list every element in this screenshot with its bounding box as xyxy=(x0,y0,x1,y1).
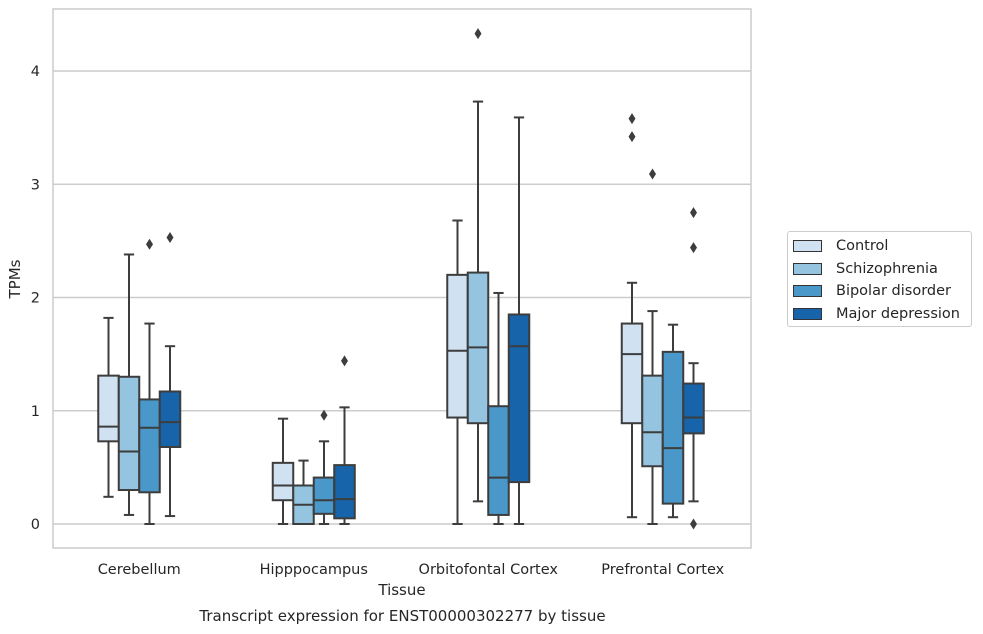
y-axis-label: TPMs xyxy=(6,259,24,299)
box-iqr xyxy=(507,313,531,484)
box-iqr xyxy=(117,375,141,492)
x-tick-label: Prefrontal Cortex xyxy=(601,562,724,578)
boxes-layer xyxy=(97,28,705,530)
box-iqr xyxy=(138,398,161,494)
x-tick-label: Hipppocampus xyxy=(260,562,368,578)
box-3-1 xyxy=(333,355,356,525)
box-0-0 xyxy=(97,316,120,498)
box-iqr xyxy=(487,405,510,516)
figure-caption: Transcript expression for ENST0000030227… xyxy=(199,607,606,625)
box-iqr xyxy=(446,273,469,419)
y-tick-label: 3 xyxy=(31,177,40,193)
y-tick-label: 2 xyxy=(31,291,40,307)
x-axis-ticks: Cerebellum Hipppocampus Orbitofontal Corte… xyxy=(98,562,725,578)
box-iqr xyxy=(271,461,295,502)
y-tick-label: 0 xyxy=(31,517,40,533)
outlier-point xyxy=(690,518,697,530)
box-1-2 xyxy=(466,28,490,503)
legend-item: Bipolar disorder xyxy=(793,280,971,303)
box-0-1 xyxy=(271,417,295,525)
legend-swatch xyxy=(793,262,822,275)
x-axis-label: Tissue xyxy=(377,581,425,599)
legend-label: Schizophrenia xyxy=(836,260,938,277)
box-iqr xyxy=(312,476,336,515)
box-iqr xyxy=(620,322,644,425)
box-3-2 xyxy=(507,116,531,525)
legend-label: Bipolar disorder xyxy=(836,283,951,300)
legend-swatch xyxy=(793,285,822,298)
legend-label: Major depression xyxy=(836,305,960,322)
outlier-point xyxy=(649,168,656,180)
box-3-0 xyxy=(158,231,182,518)
box-iqr xyxy=(333,464,356,520)
legend-label: Control xyxy=(836,238,889,255)
box-iqr xyxy=(158,390,182,448)
box-iqr xyxy=(641,374,664,468)
legend-swatch xyxy=(793,307,822,320)
y-tick-label: 1 xyxy=(31,404,40,420)
outlier-point xyxy=(690,207,697,219)
outlier-point xyxy=(320,409,328,421)
box-3-3 xyxy=(682,207,705,530)
box-0-2 xyxy=(446,219,469,525)
legend-item: Control xyxy=(793,235,971,258)
box-iqr xyxy=(661,350,685,505)
box-iqr xyxy=(97,374,120,443)
x-tick-label: Cerebellum xyxy=(98,562,181,578)
x-tick-label: Orbitofontal Cortex xyxy=(419,562,559,578)
box-0-3 xyxy=(620,113,644,519)
box-1-0 xyxy=(117,253,141,516)
outlier-point xyxy=(628,131,636,143)
outlier-point xyxy=(146,238,153,250)
legend-swatch xyxy=(793,240,822,253)
box-2-3 xyxy=(661,323,685,519)
legend-item: Schizophrenia xyxy=(793,258,971,281)
legend-item: Major depression xyxy=(793,303,971,326)
box-iqr xyxy=(682,382,705,435)
outlier-point xyxy=(166,231,174,243)
y-tick-label: 4 xyxy=(31,64,40,80)
legend: Control Schizophrenia Bipolar disorder Majo… xyxy=(787,231,972,327)
y-axis-ticks: 0 1 2 3 4 xyxy=(31,64,40,533)
outlier-point xyxy=(341,355,348,367)
outlier-point xyxy=(474,28,482,40)
outlier-point xyxy=(628,113,636,125)
outlier-point xyxy=(690,242,697,254)
